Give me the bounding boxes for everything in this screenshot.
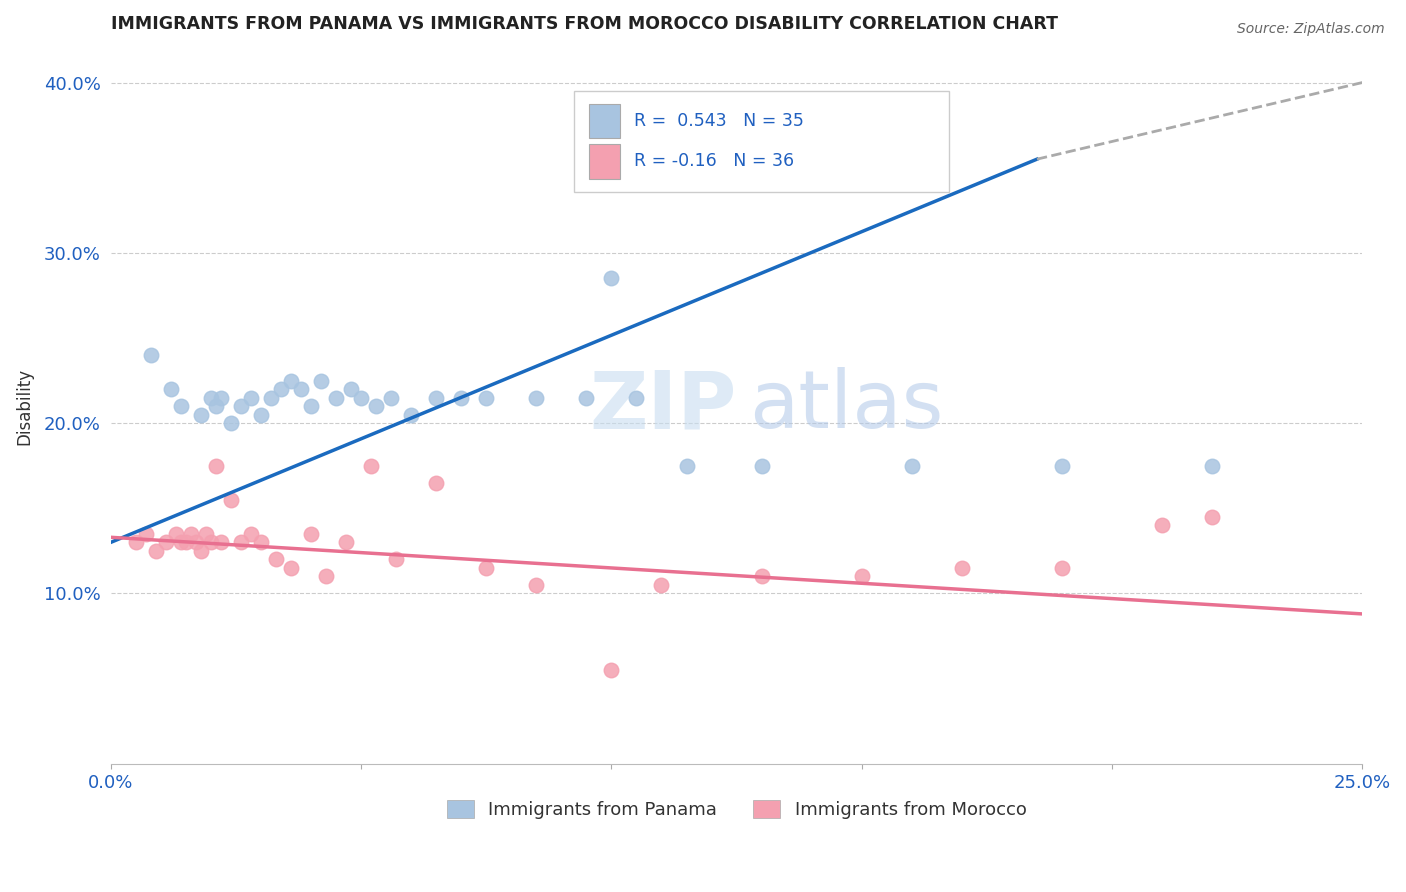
Point	[229, 399, 252, 413]
Point	[335, 535, 357, 549]
Point	[139, 348, 162, 362]
Point	[751, 458, 773, 473]
Text: R =  0.543   N = 35: R = 0.543 N = 35	[634, 112, 804, 129]
FancyBboxPatch shape	[589, 103, 620, 138]
Point	[299, 399, 322, 413]
Point	[290, 382, 312, 396]
Point	[475, 561, 498, 575]
Point	[264, 552, 287, 566]
Point	[315, 569, 337, 583]
Point	[1201, 458, 1223, 473]
Point	[385, 552, 408, 566]
Point	[159, 382, 181, 396]
Point	[205, 399, 228, 413]
Point	[360, 458, 382, 473]
Point	[184, 535, 207, 549]
Point	[135, 527, 157, 541]
Point	[350, 391, 373, 405]
Point	[399, 408, 422, 422]
Point	[209, 535, 232, 549]
Point	[1050, 561, 1073, 575]
Point	[229, 535, 252, 549]
Point	[299, 527, 322, 541]
FancyBboxPatch shape	[574, 91, 949, 192]
Point	[250, 535, 273, 549]
Point	[280, 374, 302, 388]
Point	[125, 535, 148, 549]
Point	[425, 475, 447, 490]
Point	[650, 578, 672, 592]
Point	[851, 569, 873, 583]
Point	[190, 408, 212, 422]
Point	[524, 578, 547, 592]
Text: R = -0.16   N = 36: R = -0.16 N = 36	[634, 153, 794, 170]
Point	[950, 561, 973, 575]
Text: Source: ZipAtlas.com: Source: ZipAtlas.com	[1237, 22, 1385, 37]
Point	[675, 458, 697, 473]
Point	[180, 527, 202, 541]
Text: atlas: atlas	[749, 368, 943, 445]
Point	[190, 544, 212, 558]
Text: IMMIGRANTS FROM PANAMA VS IMMIGRANTS FROM MOROCCO DISABILITY CORRELATION CHART: IMMIGRANTS FROM PANAMA VS IMMIGRANTS FRO…	[111, 15, 1057, 33]
Point	[600, 663, 623, 677]
Point	[325, 391, 347, 405]
Text: ZIP: ZIP	[589, 368, 737, 445]
Point	[239, 391, 262, 405]
Point	[200, 391, 222, 405]
Point	[250, 408, 273, 422]
Point	[626, 391, 648, 405]
Point	[145, 544, 167, 558]
Point	[524, 391, 547, 405]
Point	[1152, 518, 1174, 533]
Point	[260, 391, 283, 405]
Point	[425, 391, 447, 405]
Point	[1201, 509, 1223, 524]
Point	[270, 382, 292, 396]
Point	[239, 527, 262, 541]
Legend: Immigrants from Panama, Immigrants from Morocco: Immigrants from Panama, Immigrants from …	[440, 793, 1033, 826]
Point	[165, 527, 187, 541]
Point	[209, 391, 232, 405]
Point	[219, 492, 242, 507]
Point	[575, 391, 598, 405]
Point	[174, 535, 197, 549]
Point	[600, 271, 623, 285]
Point	[155, 535, 177, 549]
Point	[219, 416, 242, 430]
Point	[194, 527, 217, 541]
Point	[1050, 458, 1073, 473]
Point	[751, 569, 773, 583]
Point	[309, 374, 332, 388]
Point	[364, 399, 387, 413]
Point	[475, 391, 498, 405]
Point	[200, 535, 222, 549]
FancyBboxPatch shape	[589, 145, 620, 178]
Point	[450, 391, 472, 405]
Point	[280, 561, 302, 575]
Point	[901, 458, 924, 473]
Point	[170, 535, 193, 549]
Point	[380, 391, 402, 405]
Y-axis label: Disability: Disability	[15, 368, 32, 445]
Point	[170, 399, 193, 413]
Point	[340, 382, 363, 396]
Point	[205, 458, 228, 473]
